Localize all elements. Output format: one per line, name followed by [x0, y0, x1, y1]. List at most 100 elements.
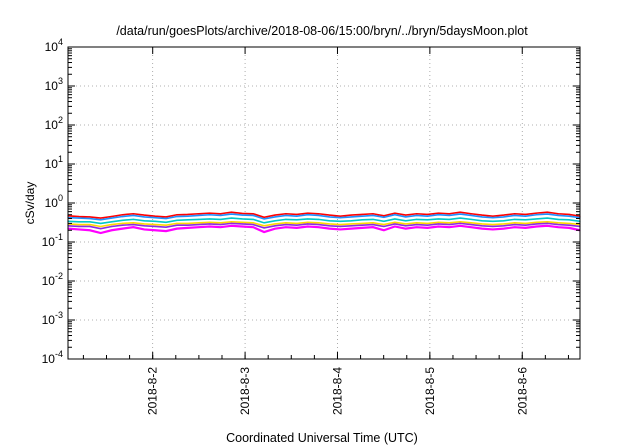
data-point	[241, 218, 243, 220]
data-point	[328, 228, 331, 230]
data-point	[252, 213, 254, 215]
data-point	[219, 218, 222, 220]
data-point	[416, 223, 418, 226]
data-point	[317, 222, 320, 224]
data-point	[568, 227, 570, 229]
data-point	[372, 222, 374, 224]
data-point	[350, 223, 352, 225]
x-tick-labels: 2018-8-2 2018-8-3 2018-8-4 2018-8-5 2018-8-6	[146, 367, 530, 415]
data-point	[154, 217, 156, 219]
data-point	[437, 221, 439, 223]
data-point	[317, 218, 320, 220]
data-point	[514, 213, 516, 215]
data-point	[307, 221, 309, 223]
data-point	[557, 218, 559, 220]
data-point	[546, 225, 548, 227]
data-point	[121, 222, 124, 224]
data-point	[307, 214, 309, 216]
data-point	[110, 215, 113, 218]
data-point	[307, 225, 309, 228]
series-group	[67, 213, 581, 221]
data-point	[437, 212, 439, 214]
data-point	[132, 222, 134, 224]
data-point	[219, 223, 222, 226]
data-point	[252, 226, 254, 228]
data-point	[481, 220, 483, 222]
series-area	[68, 226, 580, 359]
data-point	[209, 223, 211, 225]
data-point	[110, 229, 113, 231]
data-point	[448, 223, 450, 226]
data-point	[230, 213, 232, 215]
data-point	[394, 212, 396, 214]
data-point	[187, 219, 189, 221]
data-point	[296, 215, 298, 217]
data-point	[557, 214, 559, 217]
data-point	[274, 223, 276, 225]
series-group	[67, 220, 581, 228]
data-point	[459, 211, 461, 213]
data-point	[405, 225, 407, 227]
data-point	[307, 223, 309, 225]
data-point	[274, 216, 276, 218]
data-point	[535, 225, 538, 228]
data-point	[481, 223, 483, 225]
data-point	[209, 212, 211, 214]
data-point	[514, 226, 516, 228]
series-line	[67, 217, 581, 225]
data-point	[416, 226, 418, 228]
data-point	[241, 225, 243, 228]
data-point	[132, 218, 134, 220]
data-point	[143, 216, 145, 218]
data-point	[426, 224, 429, 226]
data-point	[285, 218, 287, 220]
data-point	[503, 225, 505, 227]
data-point	[339, 228, 341, 231]
data-point	[121, 219, 124, 221]
data-point	[132, 213, 134, 215]
data-point	[263, 218, 265, 220]
data-point	[470, 214, 472, 217]
data-point	[339, 225, 341, 228]
data-point	[121, 214, 124, 216]
data-point	[143, 220, 145, 222]
data-point	[89, 216, 91, 218]
data-point	[459, 221, 461, 223]
data-point	[219, 214, 222, 217]
data-point	[230, 217, 232, 219]
data-point	[470, 213, 472, 215]
data-point	[514, 214, 516, 217]
data-point	[78, 228, 80, 231]
data-point	[416, 222, 418, 224]
y-axis-label: cSv/day	[23, 182, 37, 225]
data-point	[426, 219, 429, 221]
data-point	[492, 220, 494, 222]
data-point	[568, 219, 570, 221]
data-point	[481, 216, 483, 218]
data-point	[154, 223, 156, 226]
data-point	[100, 219, 102, 221]
data-point	[524, 222, 527, 224]
data-point	[198, 226, 200, 228]
y-tick-label: 10-4	[42, 349, 63, 366]
data-point	[252, 223, 254, 226]
data-point	[481, 225, 483, 227]
data-point	[361, 227, 363, 229]
data-point	[383, 220, 385, 222]
data-point	[383, 215, 385, 217]
data-point	[307, 212, 309, 214]
data-point	[405, 220, 407, 222]
data-point	[416, 218, 418, 220]
data-point	[285, 214, 287, 217]
data-point	[296, 224, 298, 226]
data-point	[503, 214, 505, 216]
data-point	[263, 222, 265, 224]
data-point	[350, 216, 352, 218]
data-point	[317, 226, 320, 228]
y-tick-label: 10-2	[42, 271, 63, 288]
data-point	[492, 215, 494, 217]
data-point	[241, 223, 243, 225]
data-point	[252, 214, 254, 217]
data-point	[143, 223, 145, 225]
data-point	[557, 226, 559, 228]
